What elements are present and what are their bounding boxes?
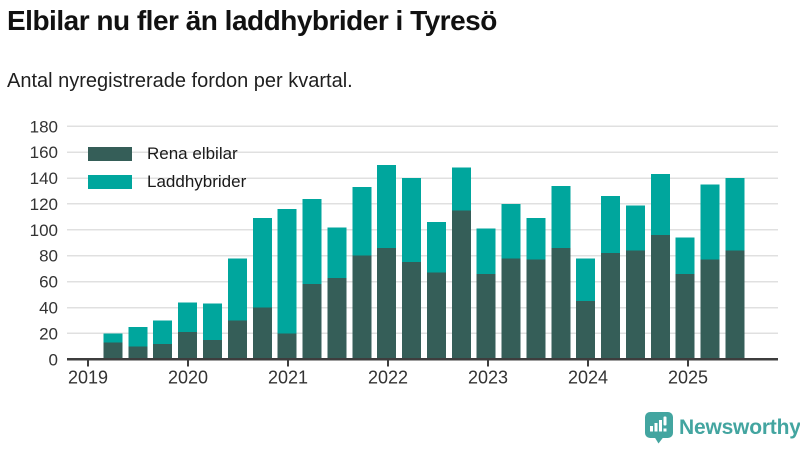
gridline [67,203,778,205]
bar-segment-elbilar [576,301,596,360]
x-axis-line [67,358,778,361]
bar-segment-laddhybrider [476,228,496,274]
x-tick-mark [487,360,489,367]
legend-item-laddhybrider: Laddhybrider [88,172,246,192]
y-tick-label: 100 [30,221,58,240]
bar-segment-elbilar [476,273,496,360]
bar-segment-laddhybrider [153,320,173,344]
legend-label: Laddhybrider [147,172,247,191]
gridline [67,125,778,128]
y-tick-label: 0 [49,350,58,369]
x-tick-mark [287,360,289,367]
bar-segment-elbilar [451,210,471,360]
bar-segment-elbilar [277,333,297,360]
chart-subtitle: Antal nyregistrerade fordon per kvartal. [7,70,353,92]
y-tick-label: 20 [39,324,58,343]
bar-segment-laddhybrider [277,209,297,334]
bar-segment-laddhybrider [128,326,148,347]
bar-segment-elbilar [153,343,173,360]
legend-item-rena-elbilar: Rena elbilar [88,144,246,164]
bar-segment-laddhybrider [426,222,446,273]
x-tick-label: 2019 [68,367,108,387]
bar-segment-elbilar [302,284,322,360]
bar-segment-laddhybrider [700,184,720,260]
chart-title: Elbilar nu fler än laddhybrider i Tyresö [7,5,497,36]
bar-segment-laddhybrider [178,302,198,333]
bar-segment-elbilar [377,247,397,360]
bar-segment-laddhybrider [302,198,322,285]
bar-segment-elbilar [252,307,272,360]
brand-name: Newsworthy [679,416,800,439]
bar-segment-elbilar [551,247,571,360]
x-tick-label: 2025 [668,367,708,387]
bar-segment-elbilar [227,320,247,360]
bar-segment-elbilar [501,258,521,360]
y-tick-label: 40 [39,299,58,318]
bar-segment-laddhybrider [501,203,521,259]
bar-segment-laddhybrider [203,303,222,340]
newsworthy-bubble-chart-icon [645,412,673,444]
bar-segment-laddhybrider [650,174,670,236]
bar-segment-laddhybrider [526,218,546,260]
x-tick-mark [687,360,689,367]
bar-segment-elbilar [700,259,720,360]
x-tick-label: 2021 [268,367,308,387]
bar-segment-laddhybrider [625,205,645,251]
x-tick-label: 2020 [168,367,208,387]
x-tick-label: 2024 [568,367,608,387]
bar-segment-laddhybrider [377,165,397,248]
gridline [67,229,778,231]
bar-segment-elbilar [352,255,372,360]
legend-swatch-dark-teal [88,147,132,161]
bar-segment-elbilar [103,342,123,360]
bar-segment-laddhybrider [327,227,347,278]
bar-segment-laddhybrider [227,258,247,321]
bar-segment-laddhybrider [451,167,471,211]
y-tick-label: 140 [30,169,58,188]
bar-segment-laddhybrider [402,178,422,263]
bar-segment-laddhybrider [725,178,745,251]
x-tick-label: 2022 [368,367,408,387]
bar-segment-elbilar [625,250,645,360]
y-tick-label: 180 [30,117,58,136]
x-tick-label: 2023 [468,367,508,387]
bar-segment-elbilar [675,273,695,360]
gridline [67,280,778,283]
bar-segment-elbilar [178,332,198,360]
gridline [67,306,778,309]
bar-segment-laddhybrider [601,196,621,254]
y-tick-label: 80 [39,247,58,266]
newsworthy-logo: Newsworthy [645,412,800,444]
bar-segment-laddhybrider [551,185,571,248]
x-tick-mark [387,360,389,367]
x-tick-mark [187,360,189,367]
bar-segment-elbilar [402,262,422,360]
bar-segment-laddhybrider [576,258,596,302]
gridline [67,177,778,179]
bar-segment-laddhybrider [103,333,123,343]
x-tick-mark [87,360,89,367]
gridline [67,332,778,335]
bar-segment-elbilar [526,259,546,360]
bar-segment-laddhybrider [675,237,695,274]
bar-segment-elbilar [601,253,621,360]
bar-segment-elbilar [426,272,446,360]
y-tick-label: 160 [30,143,58,162]
legend-swatch-teal [88,175,132,189]
bar-segment-elbilar [725,250,745,360]
bar-segment-elbilar [327,277,347,360]
bar-segment-elbilar [128,346,148,360]
chart-legend: Rena elbilar Laddhybrider [88,144,246,192]
gridline [67,151,778,153]
bar-segment-laddhybrider [252,218,272,308]
y-tick-label: 60 [39,273,58,292]
legend-label: Rena elbilar [147,144,238,163]
gridline [67,254,778,257]
bar-segment-elbilar [203,339,222,360]
bar-segment-laddhybrider [352,187,372,256]
y-tick-label: 120 [30,195,58,214]
bar-segment-elbilar [650,235,670,360]
x-tick-mark [587,360,589,367]
